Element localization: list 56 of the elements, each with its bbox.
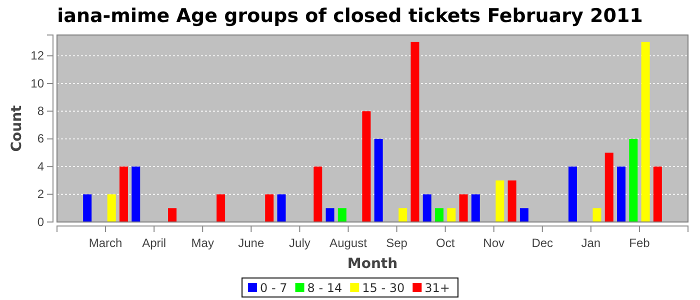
x-axis-title: Month — [347, 256, 398, 272]
x-tick-label: March — [88, 236, 122, 250]
bar — [592, 208, 602, 222]
x-tick-label: August — [330, 236, 368, 250]
bar — [459, 194, 468, 222]
bar — [83, 194, 92, 222]
legend-label: 15 - 30 — [362, 281, 405, 295]
bar — [447, 208, 456, 222]
bar — [508, 180, 516, 222]
legend-label: 31+ — [424, 281, 450, 295]
bar — [107, 194, 116, 222]
bar — [496, 180, 504, 222]
bar — [520, 208, 528, 222]
x-tick-label: Dec — [532, 236, 554, 250]
bar — [168, 208, 177, 222]
bar — [374, 138, 383, 222]
chart-title: iana-mime Age groups of closed tickets February 2011 — [57, 5, 643, 27]
bar — [338, 208, 346, 222]
y-tick-label: 10 — [30, 76, 44, 90]
y-axis-title: Count — [9, 104, 25, 152]
bar — [314, 166, 322, 222]
bar — [629, 138, 638, 222]
bar — [398, 208, 408, 222]
bar — [422, 194, 432, 222]
y-tick-label: 2 — [37, 187, 44, 202]
bar — [434, 208, 444, 222]
bar — [277, 194, 286, 222]
x-tick-label: Nov — [483, 236, 505, 250]
x-tick-label: Feb — [629, 236, 650, 250]
y-tick-label: 8 — [37, 104, 44, 118]
bar — [362, 111, 371, 222]
x-tick-label: May — [191, 236, 214, 250]
bar — [604, 152, 614, 222]
y-tick-label: 6 — [37, 132, 44, 146]
bar — [617, 166, 626, 222]
bar — [653, 166, 662, 222]
x-tick-label: July — [289, 236, 310, 250]
y-tick-label: 4 — [37, 159, 44, 174]
bar — [265, 194, 274, 222]
y-tick-label: 12 — [30, 48, 44, 63]
bar — [568, 166, 577, 222]
y-tick-label: 0 — [37, 214, 44, 229]
bar — [216, 194, 226, 222]
x-tick-label: Jan — [581, 236, 601, 250]
x-tick-label: Sep — [386, 236, 408, 250]
bar — [326, 208, 334, 222]
bar — [119, 166, 128, 222]
bar — [132, 166, 140, 222]
x-tick-label: April — [142, 236, 166, 250]
bar — [471, 194, 480, 222]
legend-label: 0 - 7 — [260, 281, 288, 295]
bar — [410, 42, 420, 222]
bar — [641, 42, 650, 222]
legend-label: 8 - 14 — [307, 281, 342, 295]
x-tick-label: Oct — [436, 236, 456, 250]
x-tick-label: June — [238, 236, 264, 250]
